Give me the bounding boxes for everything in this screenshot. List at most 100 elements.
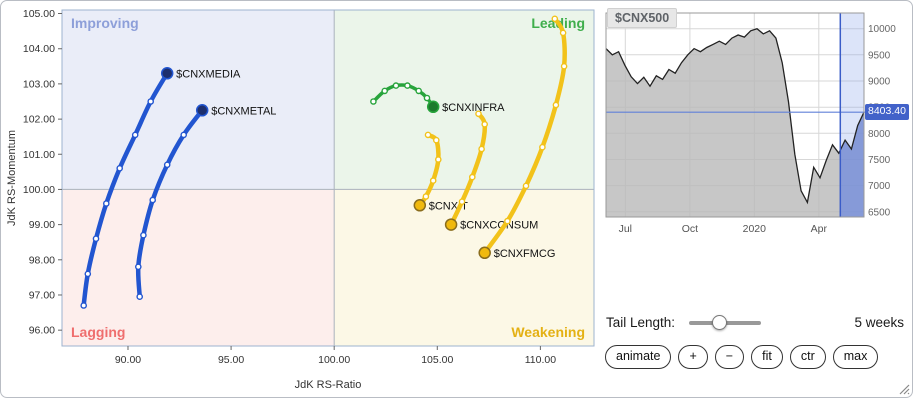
tail-point: [522, 182, 530, 190]
quadrant-label: Lagging: [71, 324, 125, 340]
tail-point: [424, 131, 432, 139]
series-label: $CNXMETAL: [211, 105, 276, 117]
y-tick-label: 98.00: [29, 254, 55, 266]
fit-button[interactable]: fit: [751, 345, 783, 369]
x-tick-label: Apr: [811, 223, 828, 235]
y-tick-label: 96.00: [29, 325, 55, 337]
center-button[interactable]: ctr: [789, 345, 826, 369]
symbol-title: $CNX500: [607, 8, 678, 28]
y-tick-label: 7500: [868, 155, 891, 166]
tail-length-control: Tail Length: 5 weeks: [604, 315, 906, 330]
tail-point: [434, 156, 442, 163]
quadrant-label: Improving: [71, 15, 139, 31]
tail-point: [404, 82, 411, 89]
x-axis-title: JdK RS-Ratio: [295, 379, 362, 391]
x-tick-label: 90.00: [115, 354, 141, 366]
price-chart[interactable]: 650070007500800085009000950010000JulOct2…: [604, 5, 902, 243]
y-tick-label: 104.00: [23, 43, 55, 55]
y-tick-label: 9000: [868, 77, 891, 88]
tail-point: [551, 15, 559, 23]
max-button[interactable]: max: [832, 345, 879, 369]
y-tick-label: 10000: [868, 24, 896, 35]
tail-point: [134, 263, 142, 271]
tail-point: [381, 87, 389, 95]
x-tick-label: Oct: [682, 223, 698, 235]
tail-length-label: Tail Length:: [606, 315, 676, 330]
x-tick-label: 100.00: [318, 354, 350, 366]
tail-point: [432, 136, 440, 144]
price-area: [606, 28, 864, 218]
y-tick-label: 99.00: [29, 219, 55, 231]
y-tick-label: 8000: [868, 129, 891, 140]
series-cnxmedia[interactable]: $CNXMEDIA: [80, 67, 241, 309]
tail-point: [475, 110, 482, 118]
head-marker[interactable]: [426, 100, 440, 114]
rrg-chart-panel: Improving Leading Lagging Weakening 90.00 95.…: [1, 1, 600, 397]
toolbar: animate + − fit ctr max: [604, 345, 906, 369]
head-marker[interactable]: [160, 67, 174, 80]
y-tick-label: 100.00: [23, 184, 55, 196]
tail-point: [478, 145, 485, 153]
series-cnxfmcg[interactable]: $CNXFMCG: [478, 15, 568, 260]
tail-point: [458, 198, 466, 205]
series-label: $CNXFMCG: [494, 248, 556, 260]
tail-length-slider[interactable]: [689, 320, 762, 325]
head-marker[interactable]: [478, 246, 491, 260]
tail-point: [468, 173, 476, 181]
tail-point: [136, 293, 143, 301]
y-tick-label: 7000: [868, 181, 891, 192]
head-marker[interactable]: [195, 104, 209, 117]
tail-point: [370, 98, 377, 105]
y-tick-label: 9500: [868, 50, 891, 61]
quadrant-improving: [62, 10, 335, 190]
tail-point: [92, 235, 100, 242]
series-cnxmetal[interactable]: $CNXMETAL: [134, 104, 277, 301]
series-label: $CNXCONSUM: [460, 220, 538, 232]
series-cnxit[interactable]: $CNXIT: [413, 131, 468, 212]
tail-point: [80, 302, 87, 309]
tail-point: [149, 196, 156, 204]
tail-point: [423, 94, 431, 102]
tail-point: [552, 101, 560, 109]
price-line: [605, 27, 865, 205]
quadrant-weakening: [334, 189, 594, 346]
y-tick-label: 6500: [868, 207, 891, 218]
x-tick-label: 105.00: [421, 354, 453, 366]
quadrant-lagging: [62, 189, 335, 346]
tail-point: [116, 164, 123, 172]
y-tick-label: 102.00: [23, 114, 55, 126]
series-label: $CNXMEDIA: [176, 68, 241, 80]
series-cnxconsum[interactable]: $CNXCONSUM: [444, 110, 539, 232]
tail-point: [504, 217, 511, 225]
tail-point: [559, 29, 567, 37]
y-axis-title: JdK RS-Momentum: [6, 130, 18, 226]
quadrant-label: Weakening: [511, 324, 585, 340]
zoom-in-button[interactable]: +: [678, 345, 708, 369]
y-tick-label: 101.00: [23, 149, 55, 161]
selected-area: [840, 112, 864, 217]
tail-point: [147, 98, 154, 105]
tail-point: [131, 131, 139, 139]
tail-point: [560, 63, 568, 70]
head-marker[interactable]: [413, 199, 427, 212]
x-tick-label: 2020: [743, 223, 767, 235]
y-tick-label: 103.00: [23, 78, 55, 90]
series-cnxinfra[interactable]: $CNXINFRA: [370, 82, 505, 114]
tail-point: [481, 121, 489, 128]
price-chart-panel: 650070007500800085009000950010000JulOct2…: [604, 5, 909, 243]
resize-handle-icon[interactable]: [898, 383, 910, 395]
head-marker[interactable]: [444, 218, 458, 231]
last-value-chip: 8403.40: [865, 104, 909, 120]
tail-point: [422, 193, 430, 200]
y-tick-label: 105.00: [23, 8, 55, 20]
zoom-out-button[interactable]: −: [714, 345, 745, 369]
tail-point: [103, 200, 110, 207]
tail-point: [180, 131, 187, 139]
tail-point: [429, 177, 437, 184]
tail-point: [84, 270, 92, 278]
side-panel: 650070007500800085009000950010000JulOct2…: [600, 1, 912, 397]
animate-button[interactable]: animate: [605, 345, 672, 369]
x-tick-label: Jul: [619, 223, 632, 235]
